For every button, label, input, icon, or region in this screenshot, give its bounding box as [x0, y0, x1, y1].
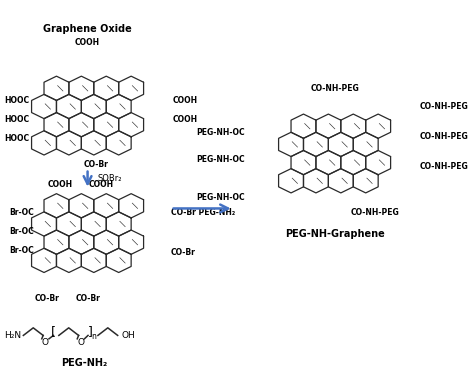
Text: CO-Br PEG-NH₂: CO-Br PEG-NH₂ — [171, 208, 235, 217]
Text: HOOC: HOOC — [4, 96, 29, 105]
Text: Br-OC: Br-OC — [9, 246, 34, 255]
Text: PEG-NH-OC: PEG-NH-OC — [196, 193, 245, 202]
Text: PEG-NH₂: PEG-NH₂ — [61, 358, 107, 368]
Text: n: n — [91, 332, 96, 341]
Text: CO-NH-PEG: CO-NH-PEG — [351, 208, 400, 218]
Text: CO-Br: CO-Br — [35, 294, 60, 303]
Text: COOH: COOH — [75, 38, 100, 47]
Text: O: O — [42, 338, 49, 347]
Text: O: O — [77, 338, 84, 347]
Text: COOH: COOH — [89, 180, 114, 189]
Text: CO-NH-PEG: CO-NH-PEG — [420, 162, 469, 171]
Text: H₂N: H₂N — [4, 331, 21, 340]
Text: COOH: COOH — [48, 180, 73, 189]
Text: PEG-NH-OC: PEG-NH-OC — [196, 128, 245, 137]
Text: CO-NH-PEG: CO-NH-PEG — [310, 84, 359, 93]
Text: PEG-NH-OC: PEG-NH-OC — [196, 155, 245, 164]
Text: Graphene Oxide: Graphene Oxide — [43, 24, 132, 34]
Text: PEG-NH-Graphene: PEG-NH-Graphene — [285, 229, 384, 239]
Text: CO-Br: CO-Br — [84, 160, 109, 169]
Text: Br-OC: Br-OC — [9, 227, 34, 236]
Text: CO-NH-PEG: CO-NH-PEG — [420, 132, 469, 141]
Text: CO-NH-PEG: CO-NH-PEG — [420, 102, 469, 111]
Text: COOH: COOH — [173, 115, 198, 124]
Text: [: [ — [51, 325, 56, 338]
Text: HOOC: HOOC — [4, 134, 29, 143]
Text: CO-Br: CO-Br — [75, 294, 100, 303]
Text: ]: ] — [87, 325, 92, 338]
Text: CO-Br: CO-Br — [171, 247, 196, 257]
Text: Br-OC: Br-OC — [9, 208, 34, 217]
Text: COOH: COOH — [173, 96, 198, 105]
Text: OH: OH — [121, 331, 135, 340]
Text: HOOC: HOOC — [4, 115, 29, 124]
Text: SOBr₂: SOBr₂ — [98, 174, 122, 183]
